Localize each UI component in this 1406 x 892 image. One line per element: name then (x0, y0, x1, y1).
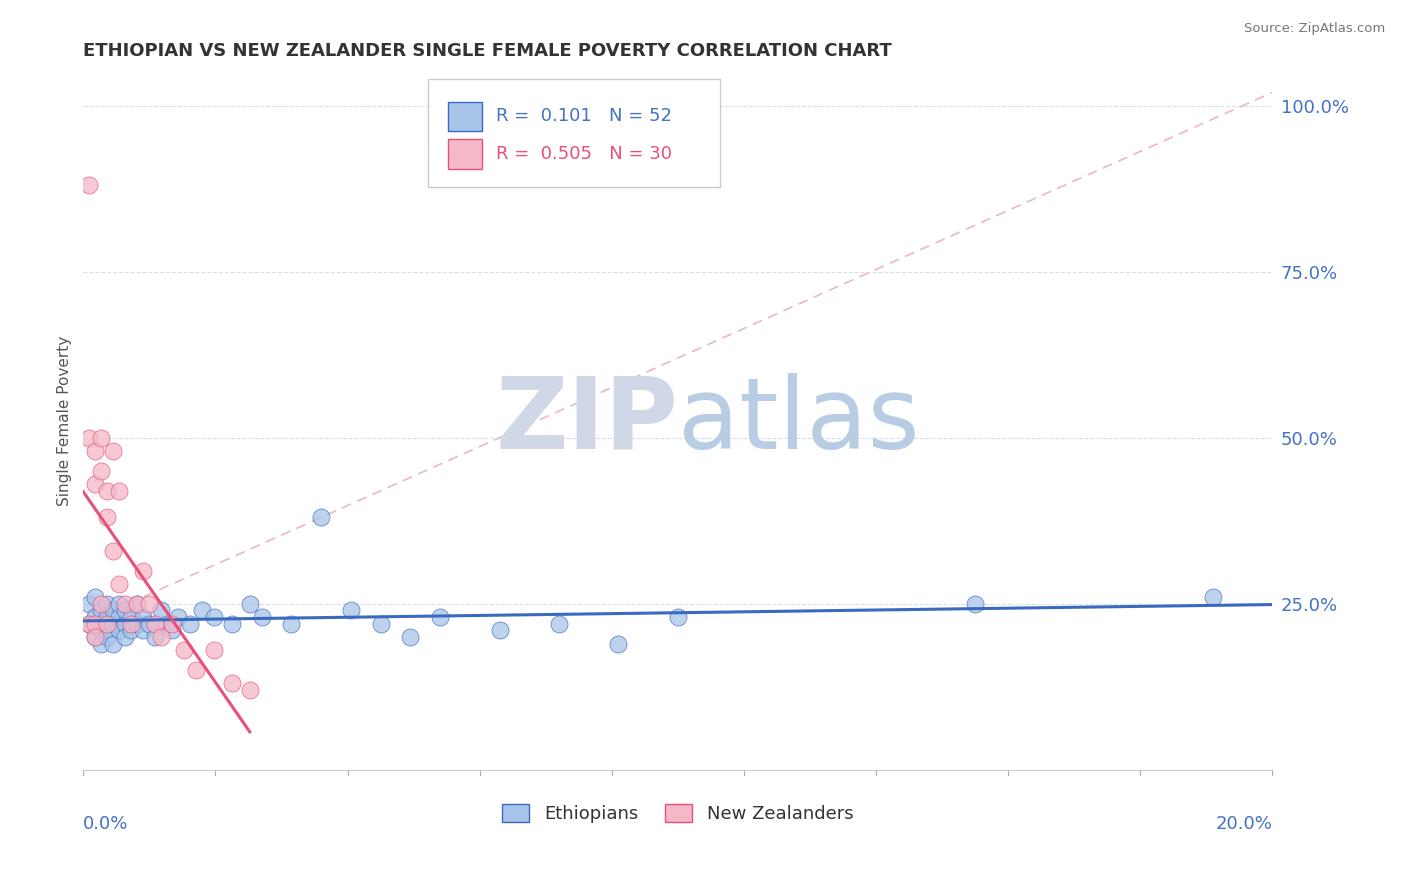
Legend: Ethiopians, New Zealanders: Ethiopians, New Zealanders (495, 797, 860, 830)
Text: R =  0.101   N = 52: R = 0.101 N = 52 (496, 107, 672, 126)
Point (101, 636, 124, 650)
Point (239, 683, 262, 698)
Point (120, 610, 142, 624)
Point (90, 603, 112, 617)
Point (125, 597, 148, 611)
Text: 20.0%: 20.0% (1216, 815, 1272, 833)
Point (114, 616, 136, 631)
Point (77, 616, 100, 631)
Point (90, 624, 112, 638)
FancyBboxPatch shape (449, 139, 482, 169)
Point (101, 444, 124, 458)
Point (429, 610, 451, 624)
Point (108, 624, 131, 638)
Point (96, 630, 118, 644)
Point (108, 610, 131, 624)
Point (179, 616, 201, 631)
Point (84, 630, 107, 644)
FancyBboxPatch shape (449, 102, 482, 131)
Point (202, 610, 225, 624)
Point (132, 624, 155, 638)
Point (191, 603, 214, 617)
Point (108, 483, 131, 498)
Point (90, 616, 112, 631)
Point (101, 616, 124, 631)
FancyBboxPatch shape (429, 79, 720, 187)
Text: R =  0.505   N = 30: R = 0.505 N = 30 (496, 145, 672, 163)
Y-axis label: Single Female Poverty: Single Female Poverty (58, 336, 72, 507)
Point (202, 643, 225, 657)
Point (114, 603, 136, 617)
Point (114, 630, 136, 644)
Point (149, 603, 172, 617)
Point (77, 597, 100, 611)
Point (399, 630, 422, 644)
Point (84, 477, 107, 491)
Point (84, 616, 107, 631)
Point (108, 576, 131, 591)
Point (90, 464, 112, 478)
Point (125, 616, 148, 631)
Point (1202, 590, 1225, 604)
Point (96, 483, 118, 498)
Point (666, 610, 689, 624)
Point (143, 616, 166, 631)
Point (548, 616, 571, 631)
Point (101, 603, 124, 617)
Point (221, 676, 243, 690)
Point (138, 597, 160, 611)
Text: ETHIOPIAN VS NEW ZEALANDER SINGLE FEMALE POVERTY CORRELATION CHART: ETHIOPIAN VS NEW ZEALANDER SINGLE FEMALE… (83, 42, 891, 60)
Point (162, 624, 184, 638)
Point (138, 616, 160, 631)
Point (114, 597, 136, 611)
Point (965, 597, 987, 611)
Point (173, 643, 195, 657)
Point (125, 597, 148, 611)
Point (155, 616, 177, 631)
Point (84, 444, 107, 458)
Text: atlas: atlas (678, 373, 920, 469)
Point (96, 610, 118, 624)
Point (167, 610, 190, 624)
Point (96, 597, 118, 611)
Point (101, 543, 124, 558)
Point (120, 624, 142, 638)
Point (77, 431, 100, 445)
Point (77, 616, 100, 631)
Point (309, 510, 332, 524)
Text: ZIP: ZIP (495, 373, 678, 469)
Point (143, 630, 166, 644)
Point (162, 616, 184, 631)
Point (90, 636, 112, 650)
Point (149, 630, 172, 644)
Point (84, 630, 107, 644)
Point (239, 597, 262, 611)
Point (84, 590, 107, 604)
Text: 0.0%: 0.0% (83, 815, 129, 833)
Point (186, 663, 208, 677)
Point (132, 610, 155, 624)
Point (488, 624, 510, 638)
Point (96, 624, 118, 638)
Point (607, 636, 630, 650)
Point (96, 616, 118, 631)
Point (84, 610, 107, 624)
Point (96, 510, 118, 524)
Text: Source: ZipAtlas.com: Source: ZipAtlas.com (1244, 22, 1385, 36)
Point (77, 178, 100, 193)
Point (90, 597, 112, 611)
Point (250, 610, 273, 624)
Point (132, 564, 155, 578)
Point (340, 603, 363, 617)
Point (370, 616, 392, 631)
Point (120, 616, 142, 631)
Point (108, 597, 131, 611)
Point (280, 616, 302, 631)
Point (90, 431, 112, 445)
Point (221, 616, 243, 631)
